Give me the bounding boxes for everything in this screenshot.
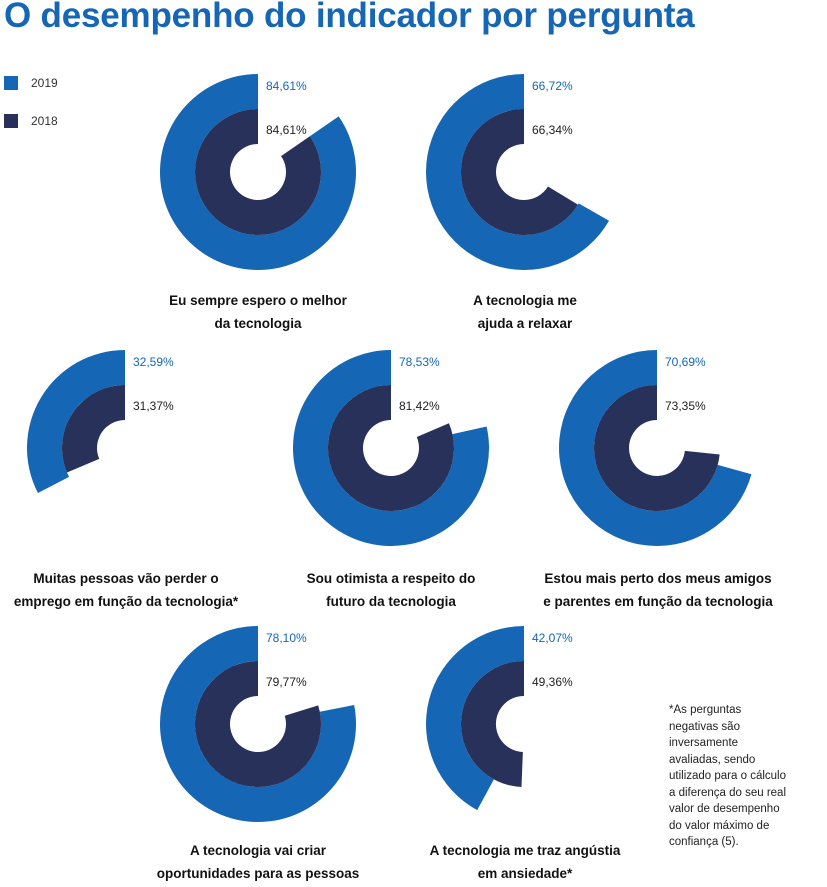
caption-6-line-1: A tecnologia me traz angústia — [429, 843, 621, 858]
arc-2019-chart-4 — [559, 350, 752, 546]
caption-4-line-1: Estou mais perto dos meus amigos — [544, 571, 772, 586]
value-label-2019-chart-2: 32,59% — [133, 355, 174, 369]
radial-chart-4: 70,69% 73,35% — [559, 350, 752, 546]
caption-3-line-2: futuro da tecnologia — [326, 594, 456, 609]
arc-2018-chart-5 — [194, 661, 321, 787]
footnote: *As perguntas negativas são inversamente… — [669, 704, 786, 848]
caption-1-line-1: A tecnologia me — [473, 293, 577, 308]
caption-0-line-1: Eu sempre espero o melhor — [169, 293, 347, 308]
value-label-2018-chart-6: 49,36% — [532, 675, 573, 689]
value-label-2019-chart-4: 70,69% — [665, 355, 706, 369]
arc-2018-chart-6 — [460, 660, 524, 787]
caption-6: A tecnologia me traz angústia em ansieda… — [385, 839, 665, 885]
value-label-2018-chart-2: 31,37% — [133, 399, 174, 413]
caption-5-line-2: oportunidades para as pessoas — [156, 866, 360, 881]
legend-label-2018: 2018 — [31, 114, 58, 128]
value-label-2018-chart-1: 66,34% — [532, 123, 573, 137]
arc-2019-chart-6 — [426, 626, 524, 811]
value-label-2018-chart-4: 73,35% — [665, 399, 706, 413]
caption-4: Estou mais perto dos meus amigos e paren… — [518, 567, 798, 613]
caption-3-line-1: Sou otimista a respeito do — [306, 571, 476, 586]
legend-swatch-2018 — [4, 114, 18, 128]
caption-4-line-2: e parentes em função da tecnologia — [543, 594, 773, 609]
value-label-2018-chart-5: 79,77% — [266, 675, 307, 689]
arc-2018-chart-3 — [327, 384, 454, 512]
legend-label-2019: 2019 — [31, 76, 58, 90]
legend-swatch-2019 — [4, 76, 18, 90]
page-title: O desempenho do indicador por pergunta — [4, 0, 695, 35]
arc-2018-chart-1 — [460, 108, 578, 235]
arc-2018-chart-4 — [593, 385, 720, 512]
caption-3: Sou otimista a respeito do futuro da tec… — [251, 567, 531, 613]
caption-6-line-2: em ansiedade* — [477, 866, 573, 881]
value-label-2019-chart-0: 84,61% — [266, 79, 307, 93]
value-label-2019-chart-3: 78,53% — [399, 355, 440, 369]
caption-5: A tecnologia vai criar oportunidades par… — [118, 839, 398, 885]
caption-5-line-1: A tecnologia vai criar — [189, 843, 327, 858]
caption-2-line-1: Muitas pessoas vão perder o — [33, 571, 219, 586]
radial-chart-3: 78,53% 81,42% — [293, 350, 490, 546]
legend-item-2018: 2018 — [4, 113, 58, 129]
radial-chart-1: 66,72% 66,34% — [425, 74, 610, 270]
arc-2018-chart-0 — [194, 109, 321, 236]
caption-1-line-2: ajuda a relaxar — [477, 316, 573, 331]
value-label-2019-chart-6: 42,07% — [532, 631, 573, 645]
arc-2019-chart-2 — [26, 349, 125, 493]
caption-1: A tecnologia me ajuda a relaxar — [385, 289, 665, 335]
value-label-2018-chart-0: 84,61% — [266, 123, 307, 137]
arc-2019-chart-3 — [293, 350, 490, 546]
caption-0-line-2: da tecnologia — [214, 316, 302, 331]
radial-chart-6: 42,07% 49,36% — [426, 626, 573, 811]
radial-chart-0: 84,61% 84,61% — [159, 74, 356, 270]
value-label-2018-chart-3: 81,42% — [399, 399, 440, 413]
arc-2019-chart-0 — [159, 74, 356, 270]
radial-chart-5: 78,10% 79,77% — [160, 626, 357, 822]
arc-2018-chart-2 — [61, 385, 125, 473]
value-label-2019-chart-5: 78,10% — [266, 631, 307, 645]
caption-2-line-2: emprego em função da tecnologia* — [13, 594, 239, 609]
value-label-2019-chart-1: 66,72% — [532, 79, 573, 93]
arc-2019-chart-5 — [160, 626, 357, 822]
legend-item-2019: 2019 — [4, 75, 58, 91]
arc-2019-chart-1 — [425, 74, 610, 270]
caption-2: Muitas pessoas vão perder o emprego em f… — [0, 567, 266, 613]
caption-0: Eu sempre espero o melhor da tecnologia — [118, 289, 398, 335]
radial-chart-2: 32,59% 31,37% — [26, 349, 174, 493]
